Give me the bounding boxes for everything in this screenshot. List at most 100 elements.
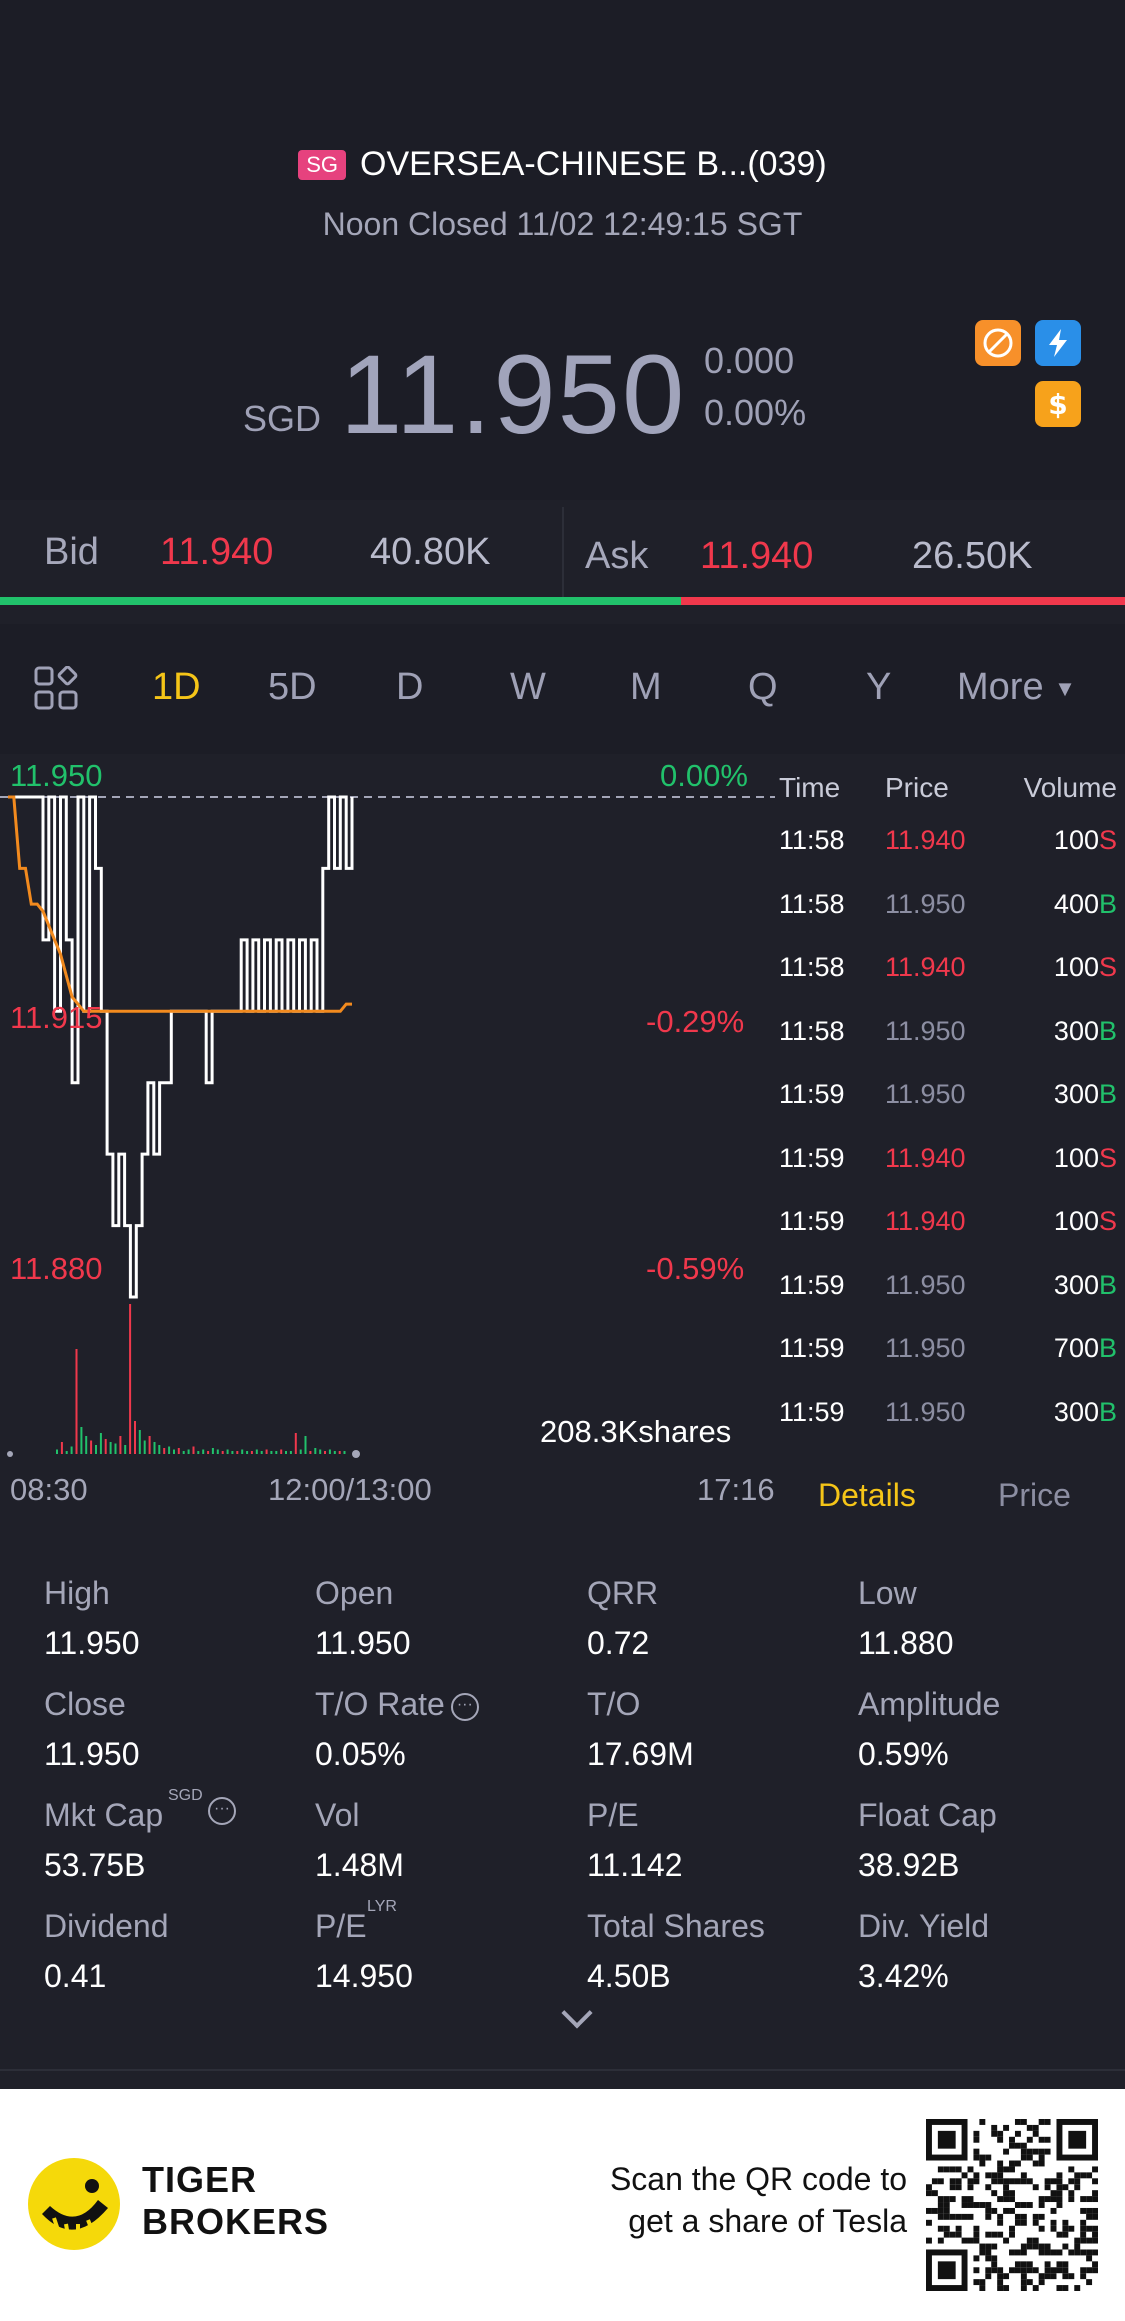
detail-label: Open bbox=[315, 1575, 393, 1612]
x-tick-mid: 12:00/13:00 bbox=[268, 1472, 432, 1507]
volume-bar bbox=[255, 1449, 258, 1454]
brand-line-1: TIGER bbox=[142, 2159, 258, 2200]
detail-value: 4.50B bbox=[587, 1958, 671, 1994]
volume-bar bbox=[285, 1451, 287, 1454]
tab-5d[interactable]: 5D bbox=[268, 666, 317, 708]
bid-ask-panel[interactable]: Bid 11.940 40.80K Ask 11.940 26.50K bbox=[0, 507, 1125, 600]
pct-tick-mid: -0.29% bbox=[646, 1004, 745, 1039]
detail-label-text: Vol bbox=[315, 1797, 360, 1833]
stock-title[interactable]: OVERSEA-CHINESE B...(039) bbox=[360, 145, 827, 183]
tab-price[interactable]: Price bbox=[998, 1477, 1071, 1513]
bid-size: 40.80K bbox=[370, 531, 491, 573]
trade-row: 11:59 11.950 300B bbox=[775, 1270, 1125, 1333]
dollar-icon[interactable]: $ bbox=[1035, 381, 1081, 427]
trade-volume: 100S bbox=[1054, 825, 1117, 856]
volume-bar bbox=[221, 1451, 224, 1454]
lightning-icon[interactable] bbox=[1035, 320, 1081, 366]
trade-row: 11:59 11.950 300B bbox=[775, 1079, 1125, 1142]
detail-value: 11.142 bbox=[587, 1847, 683, 1883]
trade-volume-value: 100 bbox=[1053, 952, 1099, 982]
volume-bar bbox=[319, 1449, 322, 1454]
price-line bbox=[8, 795, 354, 1299]
tab-more-label: More bbox=[957, 666, 1044, 708]
trades-header-time: Time bbox=[779, 772, 841, 803]
detail-value: 11.950 bbox=[44, 1736, 140, 1772]
volume-bar bbox=[168, 1446, 171, 1454]
trade-row: 11:58 11.940 100S bbox=[775, 825, 1125, 888]
volume-bar bbox=[56, 1449, 58, 1454]
detail-label-text: P/E bbox=[315, 1908, 367, 1944]
tab-y[interactable]: Y bbox=[866, 666, 892, 708]
trade-time: 11:59 bbox=[779, 1333, 845, 1363]
trade-volume-value: 700 bbox=[1053, 1333, 1099, 1363]
trade-side: S bbox=[1098, 1142, 1117, 1173]
qr-code bbox=[926, 2119, 1098, 2291]
detail-label: Vol bbox=[315, 1797, 359, 1834]
detail-label-text: Div. Yield bbox=[858, 1908, 990, 1944]
info-icon[interactable]: ··· bbox=[450, 1692, 479, 1721]
detail-label: T/O bbox=[587, 1686, 640, 1723]
volume-bar bbox=[163, 1448, 166, 1454]
volume-bar bbox=[270, 1451, 273, 1454]
title-row: SG OVERSEA-CHINESE B...(039) bbox=[0, 145, 1125, 184]
tab-w[interactable]: W bbox=[510, 666, 546, 708]
detail-label: Total Shares bbox=[587, 1908, 765, 1945]
trades-header-price: Price bbox=[885, 772, 949, 803]
trade-price: 11.950 bbox=[885, 1269, 966, 1300]
trade-volume: 300B bbox=[1054, 1270, 1117, 1301]
chart-canvas bbox=[0, 795, 775, 1458]
detail-to-rate: T/O Rate ··· 0.05% bbox=[315, 1686, 585, 1796]
detail-value: 0.41 bbox=[44, 1958, 107, 1994]
detail-label: Amplitude bbox=[858, 1686, 1000, 1723]
detail-value: 0.05% bbox=[315, 1736, 406, 1772]
pct-tick-low: -0.59% bbox=[646, 1251, 745, 1286]
trade-time: 11:58 bbox=[779, 888, 845, 919]
detail-label-text: Float Cap bbox=[858, 1797, 997, 1833]
y-tick-mid: 11.915 bbox=[10, 1000, 103, 1035]
promo-footer: TIGER BROKERS Scan the QR code to get a … bbox=[0, 2089, 1125, 2321]
no-short-icon[interactable] bbox=[975, 320, 1021, 366]
detail-label: P/E bbox=[587, 1797, 639, 1834]
trade-price: 11.950 bbox=[885, 888, 966, 919]
trade-volume-value: 100 bbox=[1053, 1206, 1099, 1236]
detail-label-text: QRR bbox=[587, 1575, 659, 1611]
info-icon[interactable]: ··· bbox=[208, 1797, 236, 1825]
trade-price: 11.950 bbox=[885, 1396, 966, 1427]
intraday-chart[interactable]: 11.950 0.00% 11.915 -0.29% 11.880 -0.59%… bbox=[0, 754, 775, 1474]
volume-bar bbox=[231, 1451, 234, 1454]
volume-bar bbox=[328, 1449, 331, 1454]
detail-label: Mkt Cap bbox=[44, 1797, 163, 1834]
detail-pe: P/E 11.142 bbox=[587, 1797, 857, 1907]
trade-volume: 300B bbox=[1054, 1397, 1117, 1428]
tab-details[interactable]: Details bbox=[818, 1477, 916, 1513]
trade-side: B bbox=[1098, 1079, 1117, 1109]
tab-1d[interactable]: 1D bbox=[152, 666, 201, 708]
layout-grid-icon[interactable] bbox=[34, 665, 78, 715]
trade-time: 11:58 bbox=[779, 1015, 845, 1046]
detail-value: 11.880 bbox=[858, 1625, 954, 1661]
avg-price-line bbox=[8, 795, 352, 1013]
tab-m[interactable]: M bbox=[630, 666, 662, 708]
detail-value: 1.48M bbox=[315, 1847, 404, 1883]
trade-row: 11:59 11.950 300B bbox=[775, 1397, 1125, 1460]
trade-time: 11:59 bbox=[779, 1142, 845, 1173]
tab-more[interactable]: More ▼ bbox=[957, 666, 1076, 709]
trade-row: 11:59 11.940 100S bbox=[775, 1143, 1125, 1206]
volume-bar bbox=[158, 1445, 161, 1454]
axis-dot bbox=[7, 1451, 13, 1457]
trade-volume: 300B bbox=[1054, 1079, 1117, 1110]
volume-bar bbox=[250, 1451, 253, 1454]
tab-q[interactable]: Q bbox=[748, 666, 778, 708]
detail-label-text: Close bbox=[44, 1686, 126, 1722]
detail-dividend: Dividend 0.41 bbox=[44, 1908, 314, 2018]
tab-d[interactable]: D bbox=[396, 666, 424, 708]
bid-price: 11.940 bbox=[160, 531, 274, 573]
volume-bar bbox=[177, 1448, 180, 1454]
volume-bar bbox=[104, 1439, 107, 1454]
y-tick-low: 11.880 bbox=[10, 1251, 103, 1286]
trade-time: 11:59 bbox=[779, 1206, 845, 1236]
volume-bar bbox=[216, 1449, 219, 1454]
bid-ask-divider bbox=[562, 507, 564, 600]
volume-bar bbox=[114, 1443, 117, 1454]
detail-total-shares: Total Shares 4.50B bbox=[587, 1908, 857, 2018]
